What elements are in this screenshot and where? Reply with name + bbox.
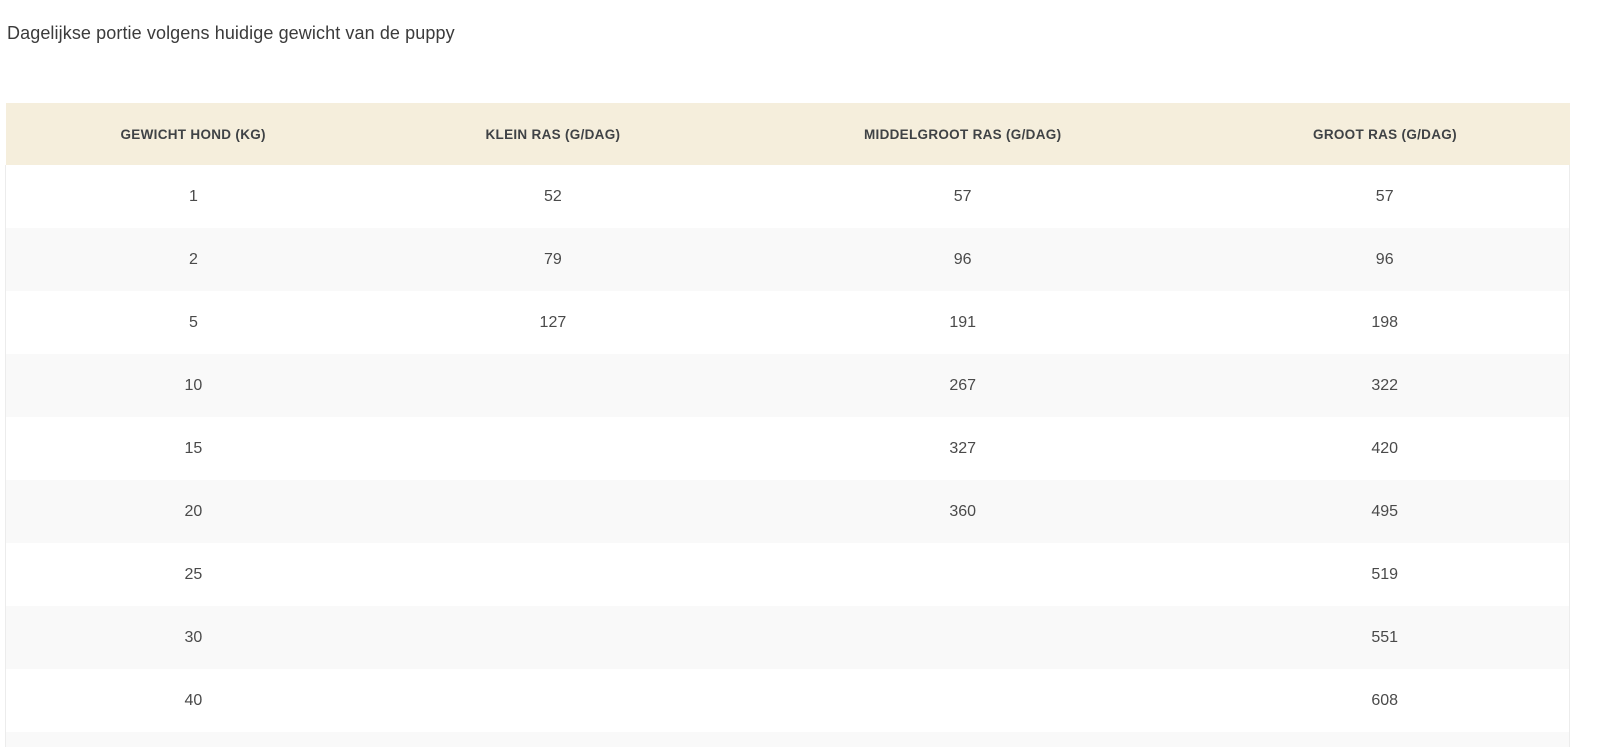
table-cell	[380, 354, 725, 417]
table-cell: 10	[4, 354, 381, 417]
table-cell: 2	[4, 228, 381, 291]
table-cell	[380, 480, 725, 543]
table-row: 30 551	[4, 606, 1571, 669]
table-row: 1 52 57 57	[4, 165, 1571, 228]
table-cell	[4, 732, 381, 747]
column-header-klein-ras: KLEIN RAS (G/DAG)	[380, 103, 725, 165]
table-cell: 327	[724, 417, 1201, 480]
column-header-gewicht-hond: GEWICHT HOND (KG)	[5, 103, 381, 165]
table-cell	[380, 606, 725, 669]
table-cell: 267	[724, 354, 1201, 417]
table-cell: 495	[1200, 480, 1571, 543]
table-cell: 30	[4, 606, 381, 669]
table-cell: 191	[724, 291, 1201, 354]
table-cell: 1	[4, 165, 381, 228]
table-cell: 40	[4, 669, 381, 732]
table-cell: 198	[1200, 291, 1571, 354]
table-header: GEWICHT HOND (KG) KLEIN RAS (G/DAG) MIDD…	[5, 103, 1570, 165]
table-row: 20 360 495	[4, 480, 1571, 543]
table-cell: 360	[724, 480, 1201, 543]
table-cell: 608	[1200, 669, 1571, 732]
table-row: 15 327 420	[4, 417, 1571, 480]
table-cell: 15	[4, 417, 381, 480]
table-cell	[724, 669, 1201, 732]
table-cell	[380, 732, 725, 747]
column-header-middelgroot-ras: MIDDELGROOT RAS (G/DAG)	[724, 103, 1201, 165]
table-cell	[724, 732, 1201, 747]
table-cell	[724, 606, 1201, 669]
table-cell: 79	[380, 228, 725, 291]
table-row: 40 608	[4, 669, 1571, 732]
table-cell: 57	[1200, 165, 1571, 228]
table-cell: 420	[1200, 417, 1571, 480]
table-cell: 57	[724, 165, 1201, 228]
table-row: 5 127 191 198	[4, 291, 1571, 354]
table-cell: 322	[1200, 354, 1571, 417]
daily-portion-table: GEWICHT HOND (KG) KLEIN RAS (G/DAG) MIDD…	[4, 103, 1571, 747]
table-cell: 96	[1200, 228, 1571, 291]
table-cell	[1200, 732, 1571, 747]
table-body: 1 52 57 57 2 79 96 96 5 127 191 198 10 267 322 15 327 420…	[4, 165, 1571, 747]
table-cell: 25	[4, 543, 381, 606]
table-cell	[724, 543, 1201, 606]
table-cell: 127	[380, 291, 725, 354]
page-title: Dagelijkse portie volgens huidige gewich…	[7, 23, 455, 43]
table-row: 25 519	[4, 543, 1571, 606]
table-cell: 20	[4, 480, 381, 543]
column-header-groot-ras: GROOT RAS (G/DAG)	[1200, 103, 1570, 165]
table-cell	[380, 543, 725, 606]
table-cell: 96	[724, 228, 1201, 291]
table-row: 10 267 322	[4, 354, 1571, 417]
table-cell: 519	[1200, 543, 1571, 606]
table-cell	[380, 417, 725, 480]
table-cell: 52	[380, 165, 725, 228]
table-row-partial	[4, 732, 1571, 747]
table-cell: 551	[1200, 606, 1571, 669]
table-row: 2 79 96 96	[4, 228, 1571, 291]
table-cell	[380, 669, 725, 732]
table-header-row: GEWICHT HOND (KG) KLEIN RAS (G/DAG) MIDD…	[5, 103, 1570, 165]
table-cell: 5	[4, 291, 381, 354]
